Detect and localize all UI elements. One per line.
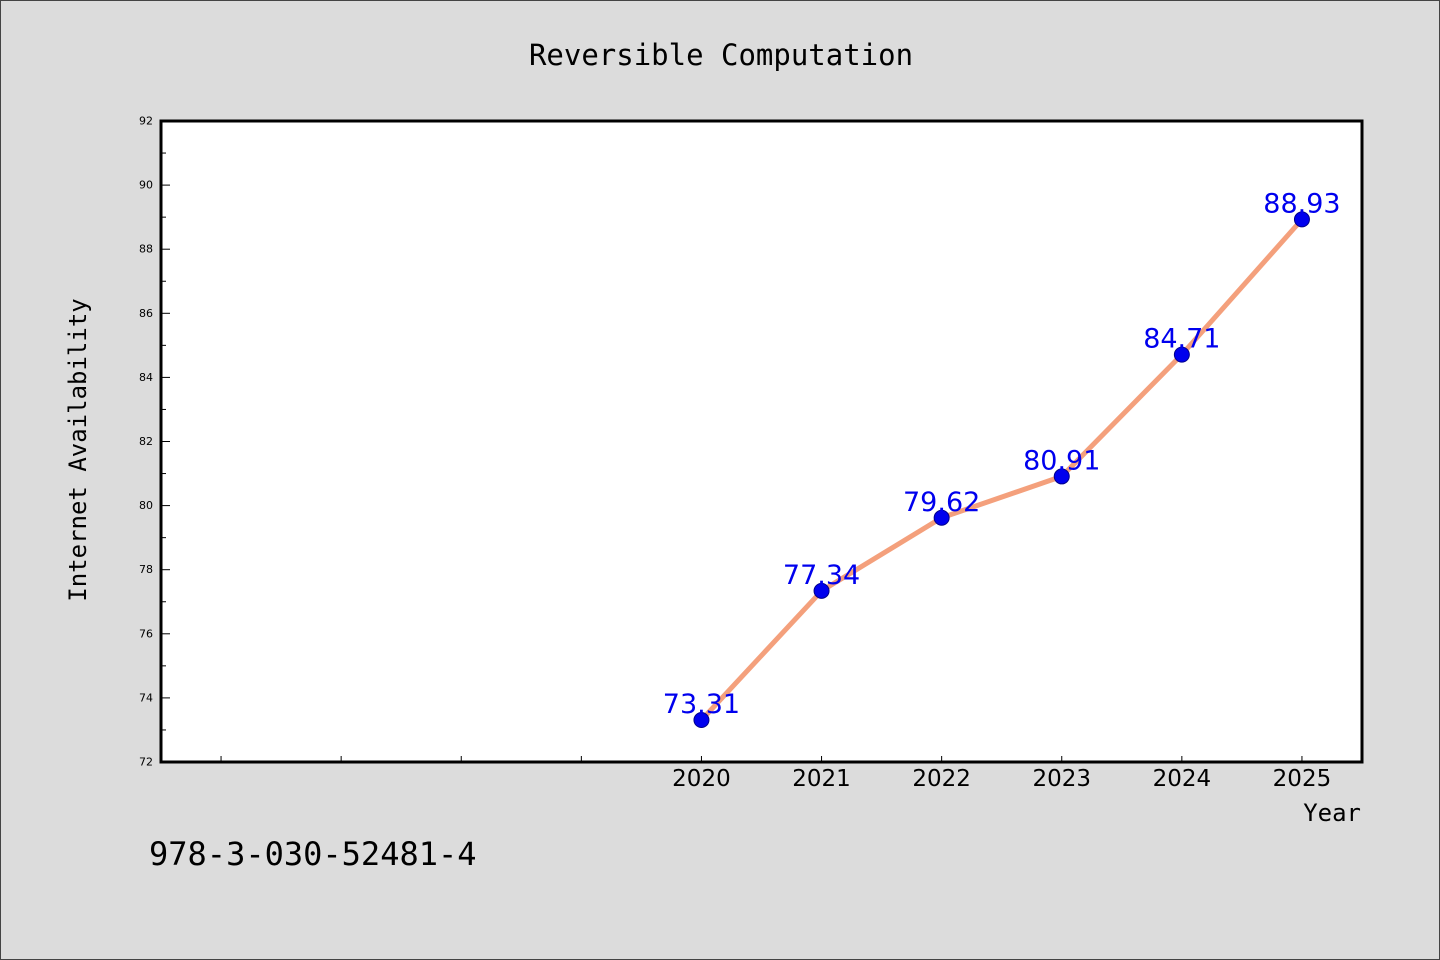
y-axis-label: Internet Availability	[64, 298, 92, 601]
y-tick-label: 80	[139, 499, 153, 512]
data-series: 73.31 77.34 79.62 80.91 84.71 88.93	[663, 188, 1341, 729]
x-tick-label: 2024	[1153, 766, 1212, 792]
y-tick-label: 88	[139, 243, 153, 256]
data-point-marker	[1293, 211, 1310, 228]
data-point-marker	[1053, 468, 1070, 485]
data-point-marker	[1173, 346, 1190, 363]
x-tick-label: 2022	[912, 766, 971, 792]
data-label: 79.62	[903, 487, 980, 518]
data-point-marker	[693, 712, 710, 729]
data-label: 80.91	[1023, 445, 1100, 476]
data-label: 77.34	[783, 560, 860, 591]
isbn-annotation: 978-3-030-52481-4	[149, 835, 477, 873]
plot-frame	[159, 119, 1364, 764]
x-tick-label: 2023	[1032, 766, 1091, 792]
x-tick-label: 2021	[792, 766, 851, 792]
y-tick-label: 72	[139, 756, 153, 769]
chart-title: Reversible Computation	[529, 38, 913, 72]
y-tick-label: 92	[139, 115, 153, 128]
x-tick-label: 2025	[1273, 766, 1332, 792]
y-axis: 72 74 76 78 80 82 84 86 88 90 92	[139, 115, 170, 769]
x-axis: 2020 2021 2022 2023 2024 2025	[220, 756, 1332, 792]
data-label: 88.93	[1263, 188, 1340, 219]
data-label: 84.71	[1143, 324, 1220, 355]
y-tick-label: 82	[139, 435, 153, 448]
y-tick-label: 78	[139, 563, 153, 576]
data-point-marker	[813, 582, 830, 599]
y-tick-label: 76	[139, 627, 153, 640]
x-tick-label: 2020	[672, 766, 731, 792]
x-axis-label: Year	[1303, 799, 1361, 827]
data-point-marker	[933, 509, 950, 526]
y-tick-label: 90	[139, 179, 153, 192]
y-tick-label: 74	[139, 691, 153, 704]
data-label: 73.31	[663, 689, 740, 720]
y-tick-label: 84	[139, 371, 153, 384]
y-tick-label: 86	[139, 307, 153, 320]
plot-area	[161, 121, 1362, 762]
series-line	[699, 216, 1305, 723]
